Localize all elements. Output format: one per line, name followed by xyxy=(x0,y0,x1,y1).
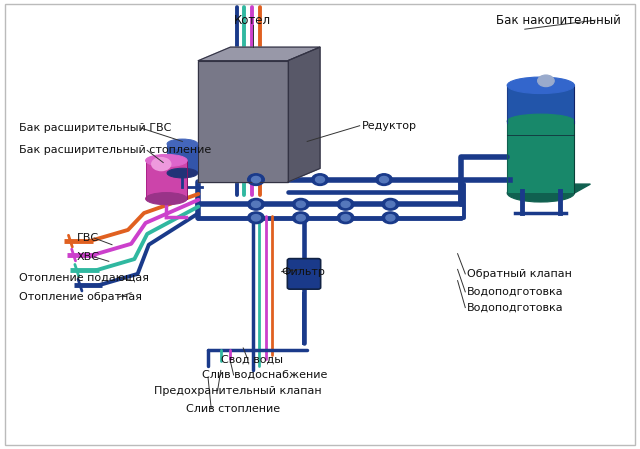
Circle shape xyxy=(252,215,260,221)
Circle shape xyxy=(296,201,305,207)
Polygon shape xyxy=(198,47,320,61)
Polygon shape xyxy=(507,184,590,193)
Ellipse shape xyxy=(146,154,188,167)
Circle shape xyxy=(292,198,309,210)
Text: Фильтр: Фильтр xyxy=(282,267,326,277)
Circle shape xyxy=(248,212,264,224)
Circle shape xyxy=(151,157,172,172)
Ellipse shape xyxy=(167,168,198,178)
Circle shape xyxy=(382,198,399,210)
Ellipse shape xyxy=(146,193,188,205)
Polygon shape xyxy=(288,47,320,182)
Text: Отопление подающая: Отопление подающая xyxy=(19,272,149,282)
Ellipse shape xyxy=(507,77,575,93)
Text: Котел: Котел xyxy=(234,14,271,26)
Circle shape xyxy=(538,75,554,87)
Circle shape xyxy=(312,174,328,185)
Text: ГВС: ГВС xyxy=(77,233,99,243)
Text: Слив водоснабжение: Слив водоснабжение xyxy=(202,370,327,380)
Text: Слив стопление: Слив стопление xyxy=(186,404,280,414)
Text: Свод воды: Свод воды xyxy=(221,354,283,364)
Ellipse shape xyxy=(167,139,198,149)
Text: Водоподготовка: Водоподготовка xyxy=(467,303,564,313)
Text: Редуктор: Редуктор xyxy=(362,121,417,131)
Circle shape xyxy=(316,176,324,183)
Circle shape xyxy=(296,215,305,221)
Circle shape xyxy=(292,212,309,224)
Circle shape xyxy=(386,215,395,221)
Circle shape xyxy=(248,198,264,210)
Text: Отопление обратная: Отопление обратная xyxy=(19,292,142,302)
Circle shape xyxy=(337,198,354,210)
Ellipse shape xyxy=(507,114,575,128)
Circle shape xyxy=(337,212,354,224)
Circle shape xyxy=(380,176,388,183)
Circle shape xyxy=(341,215,350,221)
Text: Бак расширительный ГВС: Бак расширительный ГВС xyxy=(19,123,172,133)
Text: Водоподготовка: Водоподготовка xyxy=(467,287,564,297)
Circle shape xyxy=(341,201,350,207)
Circle shape xyxy=(252,176,260,183)
Polygon shape xyxy=(198,61,288,182)
FancyBboxPatch shape xyxy=(287,259,321,289)
Polygon shape xyxy=(507,121,575,193)
Circle shape xyxy=(386,201,395,207)
Text: Обратный клапан: Обратный клапан xyxy=(467,269,572,279)
Polygon shape xyxy=(507,85,575,123)
Circle shape xyxy=(248,174,264,185)
Circle shape xyxy=(252,201,260,207)
Circle shape xyxy=(382,212,399,224)
Polygon shape xyxy=(146,161,187,198)
Text: Бак накопительный: Бак накопительный xyxy=(496,14,621,26)
Polygon shape xyxy=(167,144,198,173)
Ellipse shape xyxy=(507,184,575,202)
Text: ХВС: ХВС xyxy=(77,252,100,262)
Text: Предохранительный клапан: Предохранительный клапан xyxy=(154,386,321,396)
Circle shape xyxy=(376,174,392,185)
Text: Бак расширительный стопление: Бак расширительный стопление xyxy=(19,145,211,155)
